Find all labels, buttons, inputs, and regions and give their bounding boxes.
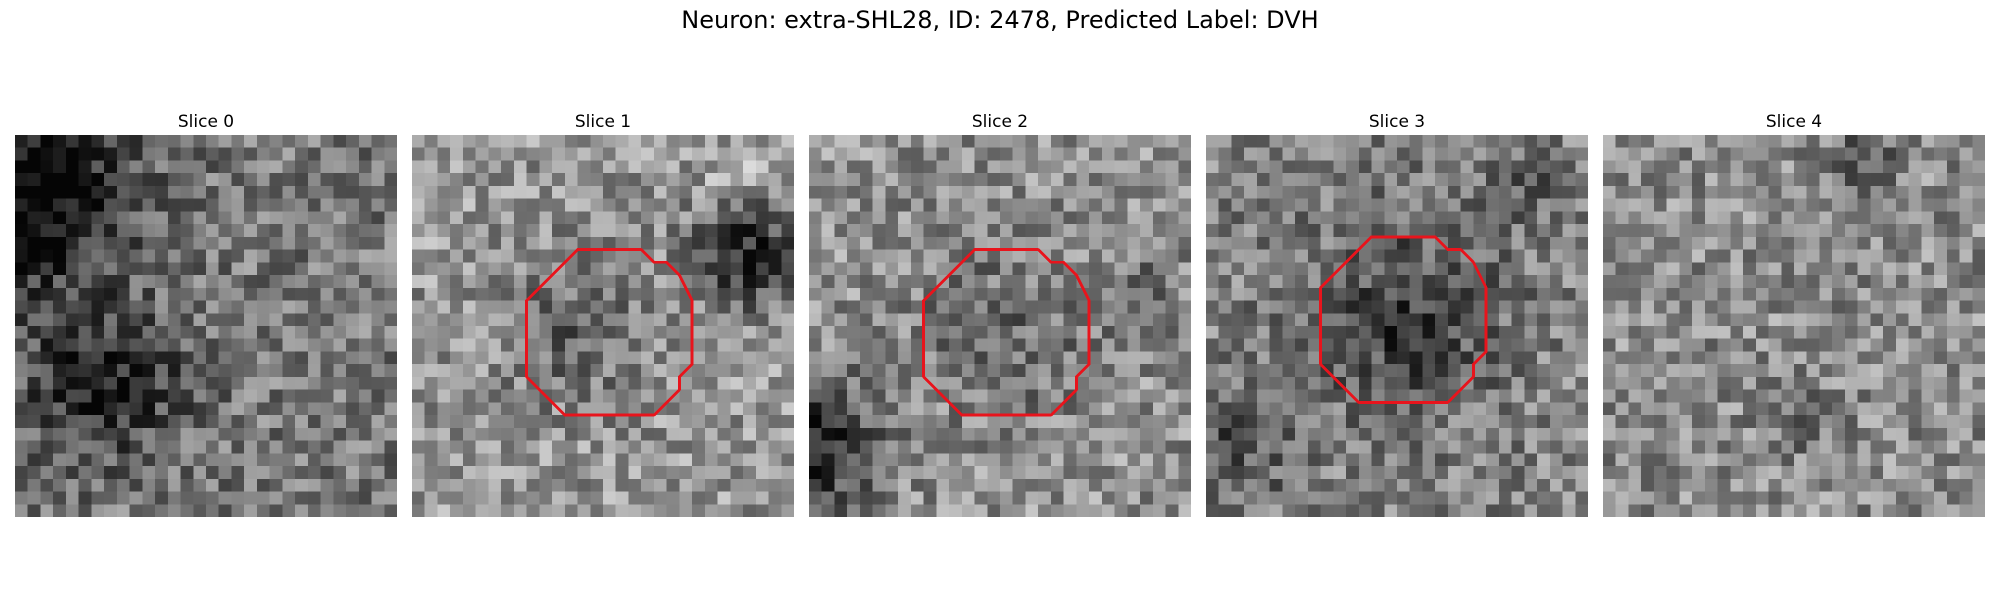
slice-title-2: Slice 2 — [971, 112, 1029, 132]
slice-panel-3: Slice 3 — [1206, 110, 1588, 517]
roi-contour — [1319, 235, 1488, 404]
slice-image-4 — [1603, 135, 1985, 517]
slice-title-3: Slice 3 — [1368, 112, 1426, 132]
slice-panel-1: Slice 1 — [412, 110, 794, 517]
roi-contour — [922, 248, 1091, 417]
slice-title-1: Slice 1 — [574, 112, 632, 132]
slice-title-4: Slice 4 — [1765, 112, 1823, 132]
slice-image-3 — [1206, 135, 1588, 517]
slice-image-0 — [15, 135, 397, 517]
figure-title: Neuron: extra-SHL28, ID: 2478, Predicted… — [681, 6, 1319, 34]
slice-panel-4: Slice 4 — [1603, 110, 1985, 517]
slice-title-0: Slice 0 — [177, 112, 235, 132]
roi-contour — [525, 248, 694, 417]
slice-image-2 — [809, 135, 1191, 517]
slice-image-1 — [412, 135, 794, 517]
slice-panel-2: Slice 2 — [809, 110, 1191, 517]
slice-panel-0: Slice 0 — [15, 110, 397, 517]
